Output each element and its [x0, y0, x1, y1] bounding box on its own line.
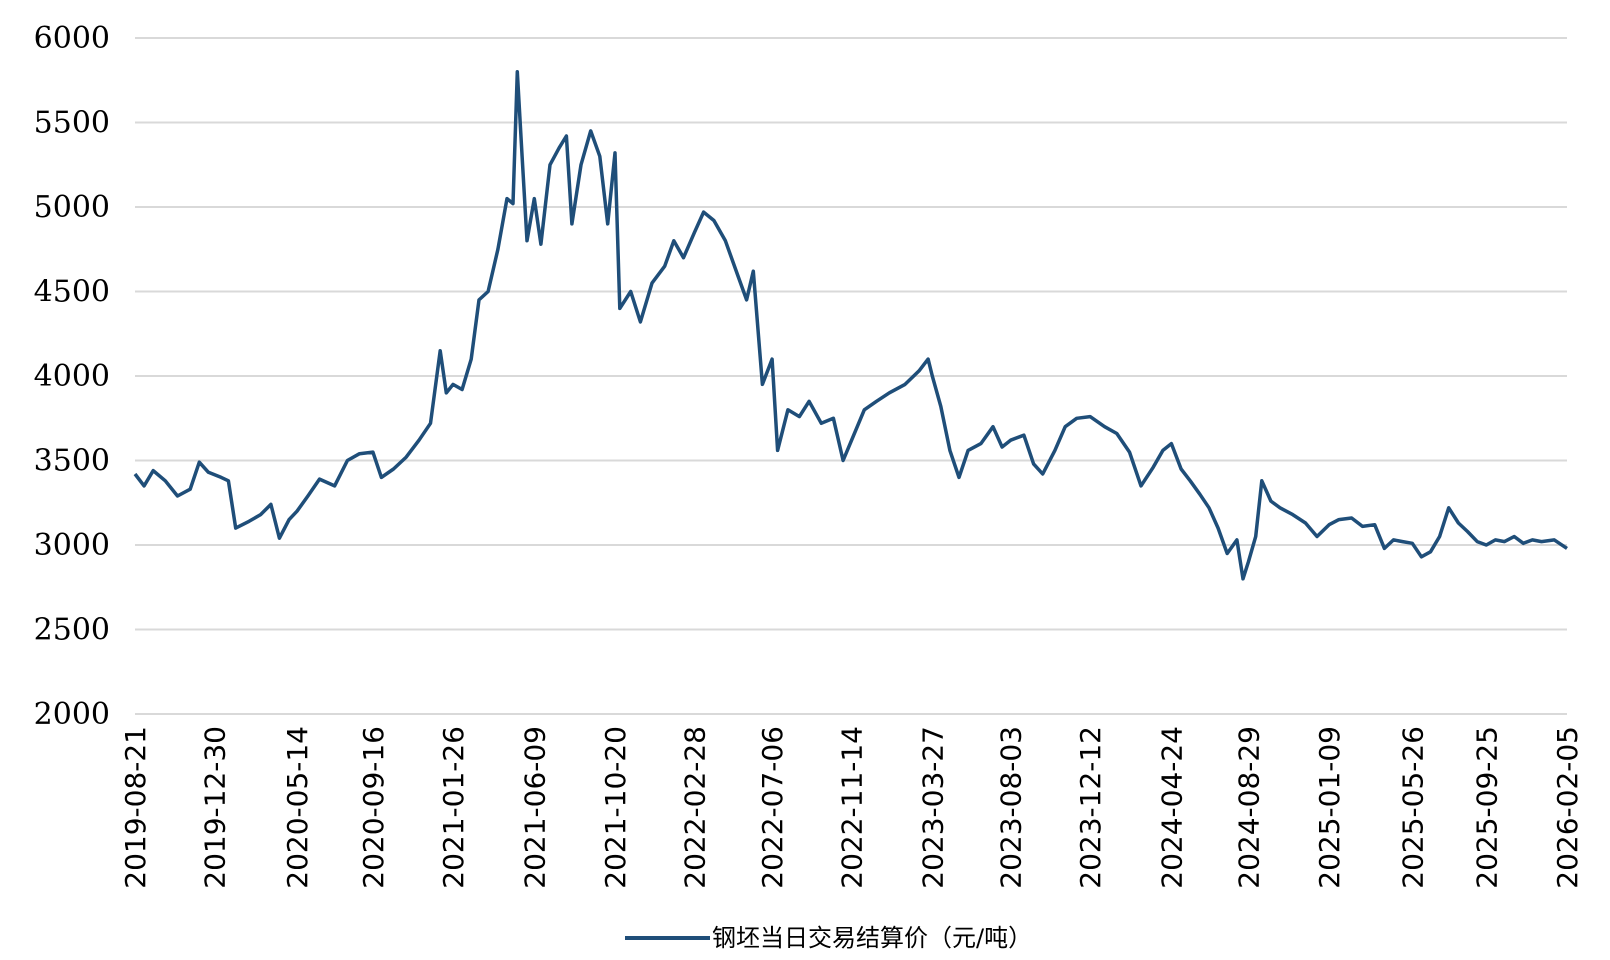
x-tick-label: 2024-08-29 [1232, 726, 1265, 889]
y-tick-label: 6000 [34, 21, 110, 56]
x-tick-label: 2023-12-12 [1074, 726, 1107, 889]
series-layer [133, 70, 1568, 581]
x-tick-label: 2024-04-24 [1155, 726, 1188, 889]
y-tick-label: 2500 [34, 613, 110, 648]
y-tick-label: 3500 [34, 444, 110, 479]
x-tick-label: 2023-08-03 [995, 726, 1028, 889]
x-tick-label: 2022-11-14 [836, 726, 869, 889]
legend: 钢坯当日交易结算价（元/吨） [625, 924, 1032, 952]
x-tick-label: 2019-12-30 [198, 726, 231, 889]
y-tick-label: 4500 [34, 275, 110, 310]
series-line-0 [133, 70, 1568, 581]
x-axis-ticks: 2019-08-21 2019-12-30 2020-05-14 2020-09-16… [119, 726, 1584, 889]
y-tick-label: 3000 [34, 528, 110, 563]
x-tick-label: 2021-10-20 [599, 726, 632, 889]
x-tick-label: 2025-01-09 [1313, 726, 1346, 889]
y-tick-label: 5500 [34, 106, 110, 141]
grid-lines [135, 37, 1567, 715]
x-tick-label: 2025-05-26 [1396, 726, 1429, 889]
x-tick-label: 2025-09-25 [1470, 726, 1503, 889]
x-tick-label: 2026-02-05 [1551, 726, 1584, 889]
y-axis-ticks: 2000 2500 3000 3500 4000 4500 5000 5500 6000 [34, 21, 110, 732]
legend-label: 钢坯当日交易结算价（元/吨） [712, 924, 1032, 952]
x-tick-label: 2019-08-21 [119, 726, 152, 889]
y-tick-label: 5000 [34, 190, 110, 225]
x-tick-label: 2022-02-28 [678, 726, 711, 889]
x-tick-label: 2023-03-27 [916, 726, 949, 889]
x-tick-label: 2021-06-09 [518, 726, 551, 889]
x-tick-label: 2021-01-26 [437, 726, 470, 889]
y-tick-label: 2000 [34, 697, 110, 732]
x-tick-label: 2020-05-14 [281, 726, 314, 889]
x-tick-label: 2020-09-16 [357, 726, 390, 889]
x-tick-label: 2022-07-06 [756, 726, 789, 889]
y-tick-label: 4000 [34, 359, 110, 394]
